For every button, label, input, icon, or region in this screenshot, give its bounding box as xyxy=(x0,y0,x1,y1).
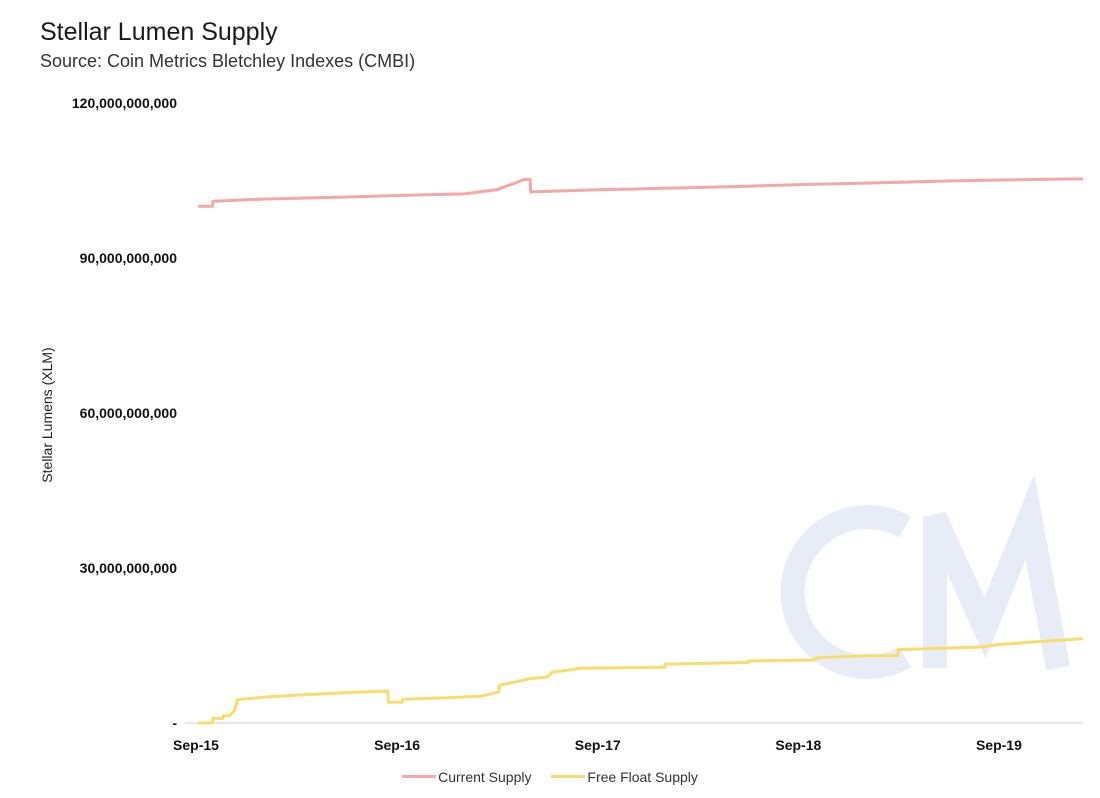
watermark-c-shape xyxy=(780,505,911,679)
y-tick-label: 30,000,000,000 xyxy=(80,560,178,576)
chart-subtitle: Source: Coin Metrics Bletchley Indexes (… xyxy=(40,51,416,71)
plot-area: - 30,000,000,000 60,000,000,000 90,000,000,… xyxy=(72,95,1084,753)
series-lines xyxy=(198,177,1084,725)
legend-item-free-float-supply: Free Float Supply xyxy=(551,769,698,785)
legend-item-current-supply: Current Supply xyxy=(402,768,532,785)
legend-label-current-supply: Current Supply xyxy=(438,768,532,785)
chart-title: Stellar Lumen Supply xyxy=(40,18,278,46)
y-tick-label: 120,000,000,000 xyxy=(72,95,177,111)
legend: Current Supply Free Float Supply xyxy=(0,765,1100,785)
y-tick-labels: - 30,000,000,000 60,000,000,000 90,000,000,… xyxy=(72,95,177,731)
y-tick-label: 60,000,000,000 xyxy=(80,405,178,421)
x-tick-label: Sep-18 xyxy=(775,737,821,753)
x-tick-label: Sep-15 xyxy=(173,737,219,753)
y-tick-label: 90,000,000,000 xyxy=(80,250,178,266)
legend-swatch-current-supply xyxy=(402,775,437,778)
legend-label-free-float-supply: Free Float Supply xyxy=(587,768,698,785)
watermark-logo xyxy=(780,474,1070,679)
x-tick-labels: Sep-15 Sep-16 Sep-17 Sep-18 Sep-19 xyxy=(173,737,1022,753)
y-tick-label: - xyxy=(172,715,177,731)
watermark-m-shape xyxy=(923,474,1070,671)
x-tick-label: Sep-16 xyxy=(374,737,420,753)
series-line-free-float-supply xyxy=(198,637,1084,725)
x-tick-label: Sep-19 xyxy=(976,737,1022,753)
series-line-current-supply xyxy=(198,177,1083,208)
x-tick-label: Sep-17 xyxy=(575,737,621,753)
legend-swatch-free-float-supply xyxy=(551,775,586,778)
